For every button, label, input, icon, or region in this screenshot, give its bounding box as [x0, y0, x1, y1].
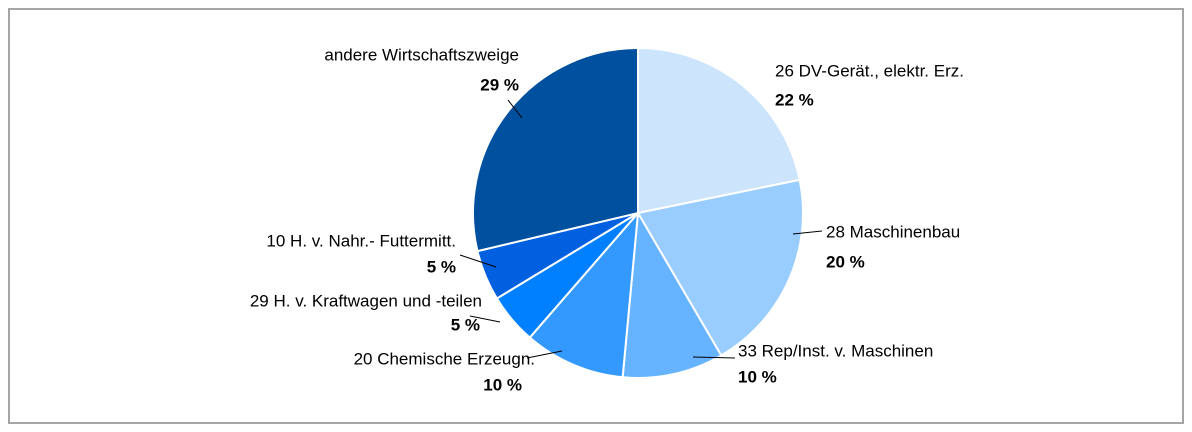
- value-label: 20 %: [826, 252, 865, 271]
- leader-line: [526, 350, 563, 359]
- slice-label: 28 Maschinenbau: [826, 222, 960, 241]
- slice-label: 26 DV-Gerät., elektr. Erz.: [775, 61, 964, 80]
- value-label: 5 %: [451, 315, 480, 334]
- slice-label: 10 H. v. Nahr.- Futtermitt.: [266, 231, 456, 250]
- leader-line: [792, 230, 823, 235]
- leader-line: [459, 254, 497, 268]
- slice-label: 20 Chemische Erzeugn.: [354, 349, 535, 368]
- value-label: 22 %: [775, 90, 814, 109]
- pie-slice: [528, 209, 640, 379]
- value-label: 10 %: [483, 375, 522, 394]
- leader-line: [507, 99, 523, 119]
- value-label: 10 %: [738, 367, 777, 386]
- slice-label: 29 H. v. Kraftwagen und -teilen: [250, 291, 482, 310]
- pie-slice: [472, 46, 639, 253]
- slice-label: andere Wirtschaftszweige: [324, 45, 519, 64]
- pie-slice: [637, 46, 801, 215]
- leader-line: [692, 356, 736, 359]
- value-label: 5 %: [427, 257, 456, 276]
- value-label: 29 %: [480, 75, 519, 94]
- pie-slice: [636, 178, 804, 357]
- leader-line: [469, 315, 501, 323]
- slice-label: 33 Rep/Inst. v. Maschinen: [738, 341, 933, 360]
